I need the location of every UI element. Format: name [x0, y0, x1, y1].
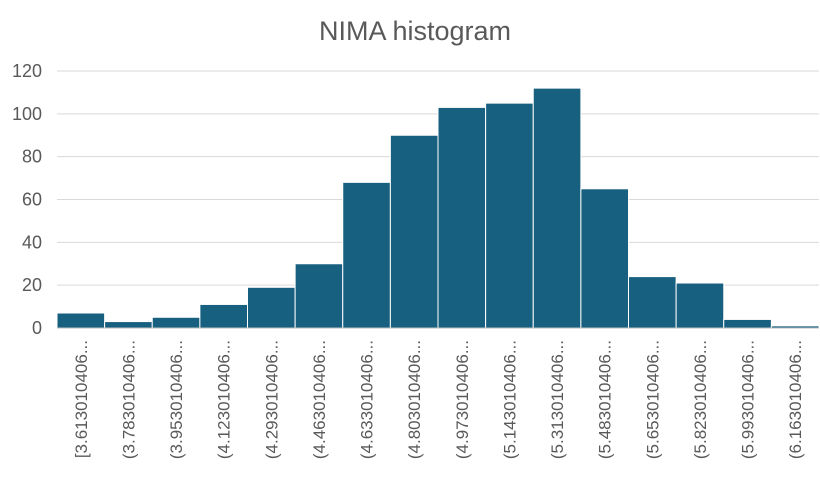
histogram-bar: [532, 87, 582, 329]
x-tick-label: (5.823010406...: [691, 340, 710, 459]
y-tick-label: 120: [12, 61, 42, 81]
x-tick-label: [3.613010406...: [72, 340, 91, 458]
x-tick-label: (4.803010406...: [405, 340, 424, 459]
x-tick-label: (4.293010406...: [262, 340, 281, 459]
histogram-bar: [199, 303, 248, 329]
histogram-bar: [723, 318, 772, 329]
histogram-bar: [294, 263, 344, 329]
x-tick-label: (4.463010406...: [310, 340, 329, 459]
y-tick-label: 80: [22, 147, 42, 167]
y-tick-label: 40: [22, 232, 42, 252]
y-axis-ticks: 0 20 40 60 80 100 120: [12, 61, 42, 338]
histogram-bar: [485, 102, 534, 329]
histogram-bar: [628, 276, 677, 329]
x-tick-label: (5.143010406...: [500, 340, 519, 459]
histogram-bar: [104, 321, 153, 329]
x-tick-label: (4.633010406...: [358, 340, 377, 459]
y-tick-label: 100: [12, 104, 42, 124]
y-tick-label: 0: [32, 318, 42, 338]
x-tick-label: (5.993010406...: [739, 340, 758, 459]
chart-title: NIMA histogram: [319, 16, 511, 46]
x-tick-label: (4.123010406...: [215, 340, 234, 459]
histogram-bar: [675, 282, 725, 329]
histogram-bar: [56, 312, 106, 329]
x-tick-label: (5.313010406...: [548, 340, 567, 459]
histogram-bar: [389, 134, 439, 329]
x-tick-label: (3.953010406...: [167, 340, 186, 459]
x-tick-label: (5.483010406...: [596, 340, 615, 459]
histogram-bar: [342, 181, 391, 329]
histogram-bar: [151, 316, 201, 329]
x-tick-label: (3.783010406...: [119, 340, 138, 459]
bars: [56, 87, 820, 329]
x-tick-label: (6.163010406...: [786, 340, 805, 459]
x-tick-label: (5.653010406...: [643, 340, 662, 459]
y-tick-label: 20: [22, 275, 42, 295]
x-tick-label: (4.973010406...: [453, 340, 472, 459]
y-tick-label: 60: [22, 190, 42, 210]
x-axis-ticks: [3.613010406... (3.783010406... (3.9530104…: [72, 340, 805, 459]
histogram-bar: [247, 286, 296, 329]
histogram-bar: [437, 106, 487, 329]
histogram-bar: [580, 188, 629, 329]
